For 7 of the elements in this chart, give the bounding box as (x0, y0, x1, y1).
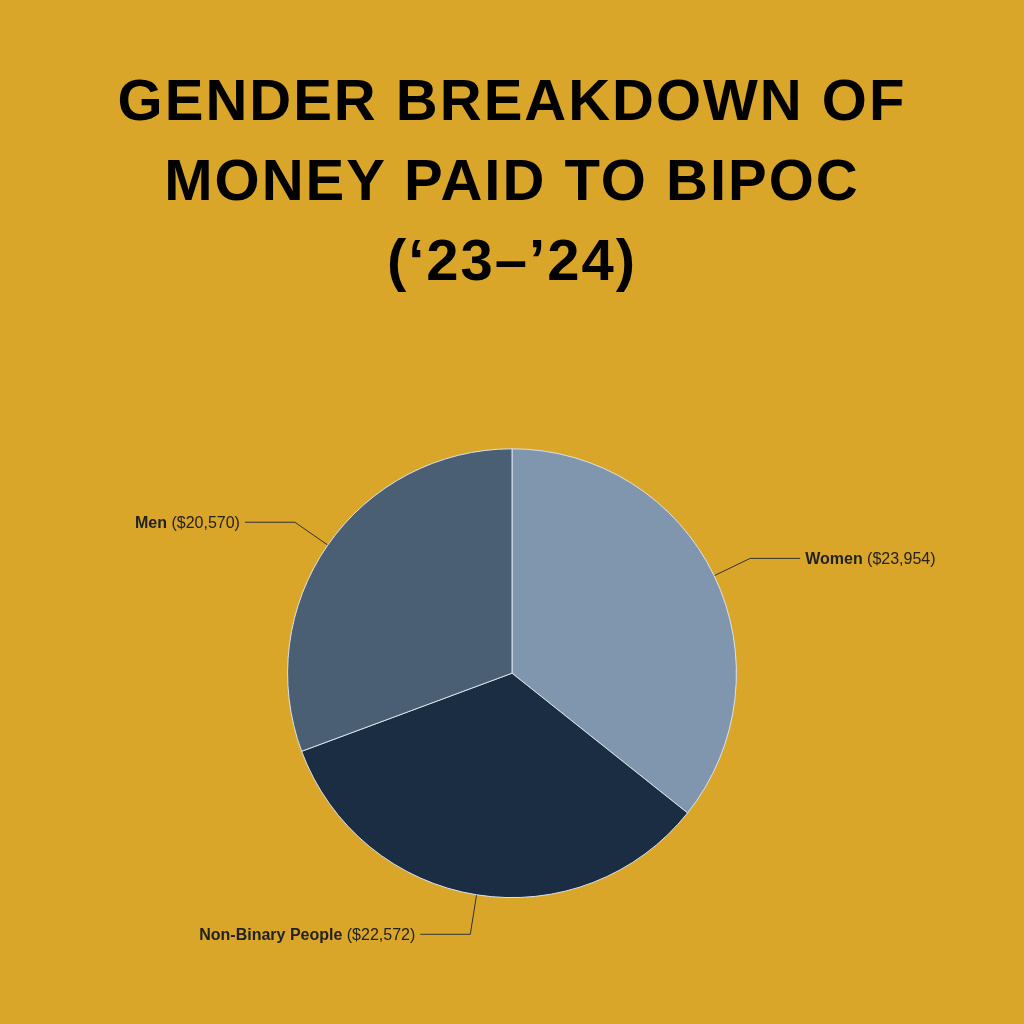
chart-title: GENDER BREAKDOWN OF MONEY PAID TO BIPOC (‘23–’24) (116, 66, 908, 294)
slice-label: Men (134, 513, 167, 531)
data-label: ($23,954) (867, 549, 936, 567)
slice-label: Women (805, 549, 863, 567)
slice-label: Non-Binary People (199, 925, 343, 943)
data-label: ($22,572) (346, 925, 416, 943)
data-label: ($20,570) (171, 513, 240, 531)
